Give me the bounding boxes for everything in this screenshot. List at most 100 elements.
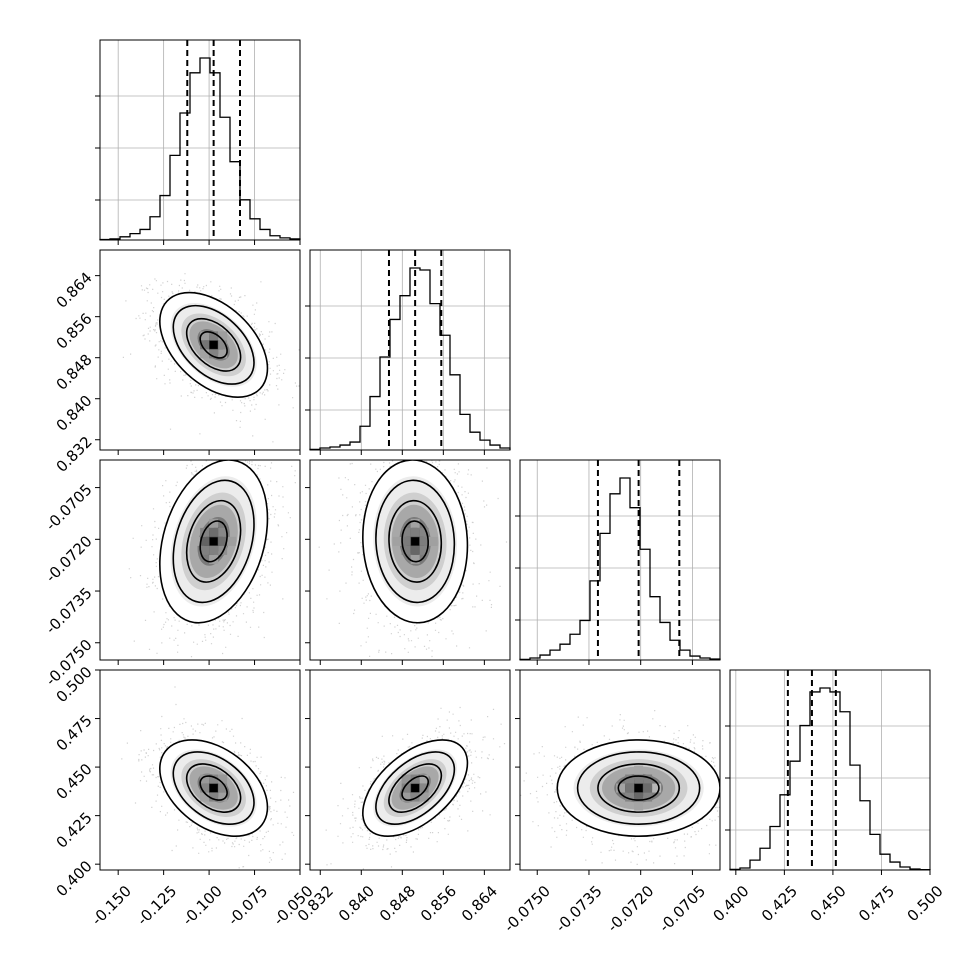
contour-1 [388,763,443,813]
contour-3 [556,739,720,837]
density-cell [200,340,210,350]
density-cell [218,527,228,537]
density-cell [209,554,219,564]
contour-0 [401,775,430,801]
contour-1 [185,317,242,372]
y-tick-label: 0.450 [53,760,96,803]
density-cell [209,527,219,537]
density-cell [419,774,429,784]
density-cell [218,783,228,793]
density-cell [643,783,653,793]
pair-inner [128,460,296,658]
y-tick-label: 0.832 [53,433,96,476]
y-tick-label: 0.848 [53,351,96,394]
x-tick-label: -0.075 [224,882,271,929]
y-tick-label: 0.856 [53,310,96,353]
pair-panel-1-2 [305,459,511,665]
panel-frame [309,249,511,451]
contour-1 [185,499,242,583]
contour-3 [362,739,469,838]
marginal-panel-1 [305,249,511,455]
density-cell [227,536,237,546]
contour-0 [199,520,228,563]
density-cell [634,792,644,802]
x-tick-label: 0.450 [807,882,850,925]
density-cell [218,349,228,359]
marginal-panel-2 [515,459,721,665]
panel-frame [519,669,721,871]
x-tick-label: -0.0720 [604,882,658,936]
contour-0 [617,775,660,801]
pair-inner [100,273,300,443]
density-cell [191,536,201,546]
density-peak [209,784,218,793]
panel-frame [99,669,301,871]
density-cell [643,774,653,784]
panel-frame [99,249,301,451]
y-tick-label: -0.0720 [42,532,96,586]
density-cell [401,545,411,555]
contour-2 [172,751,255,825]
x-tick-label: -0.0735 [552,882,606,936]
contour-3 [159,291,269,398]
density-cell [200,331,210,341]
pair-inner [318,460,508,658]
density-cell [410,554,420,564]
y-tick-label: -0.0705 [42,481,96,535]
density-cell [419,792,429,802]
density-cell [401,783,411,793]
x-tick-label: 0.500 [904,882,947,925]
panel-frame [309,669,511,871]
density-cell [392,536,402,546]
density-cell [634,774,644,784]
density-cell [200,536,210,546]
density-cell [209,518,219,528]
y-tick-label: 0.864 [53,269,96,312]
x-tick-label: -0.150 [88,882,135,929]
density-cell [401,527,411,537]
density-peak [209,340,218,349]
density-cell [419,783,429,793]
density-cell [200,527,210,537]
scatter-points [325,706,506,870]
density-cell [401,792,411,802]
marginal-panel-0 [95,39,301,245]
density-cell [625,792,635,802]
y-tick-label: 0.840 [53,392,96,435]
density-cell [625,774,635,784]
x-tick-label: 0.475 [855,882,898,925]
histogram-3 [729,687,931,871]
panel-frame [99,459,301,661]
density-cell [410,527,420,537]
density-cell [401,774,411,784]
x-tick-label: 0.840 [335,882,378,925]
density-cell [410,545,420,555]
density-cell [200,774,210,784]
density-cell [625,783,635,793]
density-cell [218,331,228,341]
scatter-points [100,273,300,443]
panel-frame [519,459,721,661]
contour-0 [401,520,430,563]
density-cell [410,774,420,784]
density-cell [643,792,653,802]
density-cell [652,783,662,793]
contour-0 [199,775,228,801]
x-tick-label: 0.856 [417,882,460,925]
y-tick-label: 0.425 [53,809,96,852]
x-tick-label: 0.848 [376,882,419,925]
contour-2 [576,751,701,825]
density-cell [634,765,644,775]
marginal-panel-3 [725,669,931,875]
scatter-points [128,460,296,658]
density-cell [200,783,210,793]
density-cell [218,774,228,784]
density-cell [419,536,429,546]
contour-1 [597,763,681,813]
panel-frame [729,669,931,871]
density-cell [634,801,644,811]
contour-2 [375,479,456,604]
x-tick-label: -0.0750 [500,882,554,936]
x-tick-label: 0.400 [709,882,752,925]
